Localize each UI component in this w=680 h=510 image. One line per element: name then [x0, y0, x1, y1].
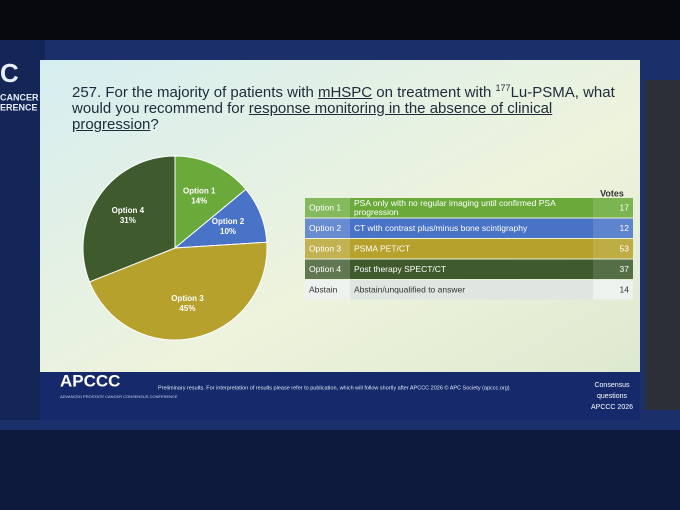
slice-value: 10% — [220, 227, 236, 236]
votes-cell — [593, 280, 633, 300]
votes-value: 17 — [620, 203, 630, 213]
votes-cell — [593, 218, 633, 238]
votes-cell — [593, 198, 633, 218]
title-part: response monitoring in the absence of cl… — [72, 100, 553, 133]
option-cell — [305, 280, 350, 300]
footer-right: Consensus — [594, 382, 630, 389]
side-word: ERENCE — [0, 102, 38, 112]
option-cell — [305, 239, 350, 259]
title-part: ? — [150, 116, 159, 133]
option-label: Abstain — [309, 285, 338, 295]
option-label: Option 2 — [309, 223, 341, 233]
option-text: Post therapy SPECT/CT — [354, 264, 446, 274]
logo-sub: ADVANCED PROSTATE CANCER CONSENSUS CONFE… — [60, 394, 178, 399]
votes-cell — [593, 239, 633, 259]
option-cell — [305, 259, 350, 279]
slice-label: Option 3 — [171, 294, 204, 303]
row-bg — [305, 259, 633, 279]
row-bg — [305, 218, 633, 238]
votes-cell — [593, 259, 633, 279]
slice-label: Option 4 — [112, 206, 145, 215]
votes-value: 37 — [620, 264, 630, 274]
option-text: PSMA PET/CT — [354, 244, 410, 254]
option-text: CT with contrast plus/minus bone scintig… — [354, 223, 528, 233]
footer-right: APCCC 2026 — [591, 404, 633, 411]
pie-slice — [174, 155, 247, 250]
side-word: CANCER — [0, 92, 39, 102]
side-banner — [0, 40, 45, 420]
title-part: 257. For the majority of patients with — [72, 84, 318, 101]
side-panel — [645, 80, 680, 410]
row-bg — [305, 239, 633, 259]
option-label: Option 3 — [309, 244, 341, 254]
option-label: Option 1 — [309, 203, 341, 213]
question-title: 257. For the majority of patients with m… — [72, 80, 632, 133]
option-cell — [305, 218, 350, 238]
logo: APCCC — [60, 371, 120, 390]
pie-slice — [88, 241, 268, 341]
slice-label: Option 2 — [212, 217, 245, 226]
row-bg — [305, 280, 633, 300]
footer-right: questions — [597, 393, 627, 400]
disclaimer: Preliminary results. For interpretation … — [158, 384, 510, 391]
pie-slice — [82, 155, 176, 283]
votes-value: 14 — [620, 285, 630, 295]
slice-label: Option 1 — [183, 186, 216, 195]
stage — [0, 430, 680, 510]
title-sup: 177 — [495, 83, 511, 93]
option-text: Abstain/unqualified to answer — [354, 285, 465, 295]
title-part: on treatment with — [372, 84, 496, 101]
option-label: Option 4 — [309, 264, 341, 274]
votes-header: Votes — [600, 188, 624, 198]
option-text: PSA only with no regular imaging until c… — [354, 198, 556, 217]
title-part: mHSPC — [317, 84, 373, 101]
row-bg — [305, 198, 633, 218]
votes-value: 12 — [620, 223, 630, 233]
slice-value: 45% — [179, 304, 195, 313]
votes-value: 53 — [620, 244, 630, 254]
footer-bar — [40, 372, 640, 420]
slice-value: 31% — [120, 216, 136, 225]
side-letter: C — [0, 58, 19, 88]
side-text: C CANCER ERENCE — [0, 58, 39, 113]
slice-value: 14% — [191, 196, 207, 205]
option-cell — [305, 198, 350, 218]
title-part: Lu-PSMA, what would you recommend for — [72, 84, 615, 117]
